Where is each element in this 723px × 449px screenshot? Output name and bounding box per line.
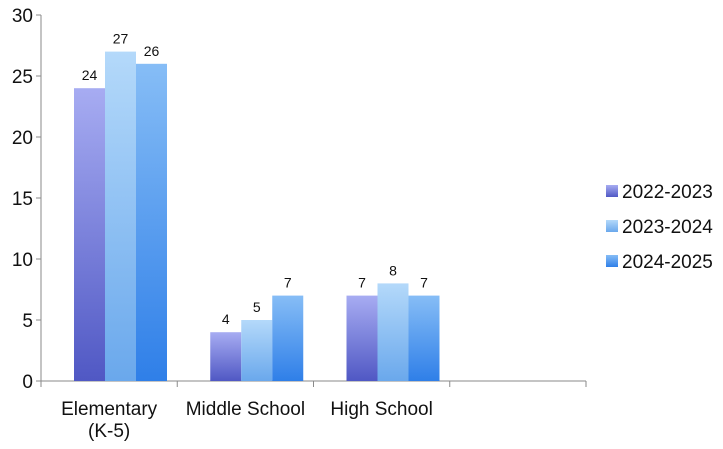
- bar-2024-2025-1: [272, 295, 304, 381]
- data-label: 7: [284, 275, 292, 291]
- bars: [74, 51, 440, 382]
- y-tick-label: 30: [12, 6, 33, 27]
- y-tick-label: 5: [22, 311, 33, 332]
- bar-2024-2025-2: [408, 295, 440, 381]
- x-tick-label: Elementary (K-5): [61, 399, 158, 442]
- y-tick-label: 25: [12, 67, 33, 88]
- bar-2023-2024-0: [105, 51, 136, 381]
- legend-label: 2022-2023: [622, 182, 713, 203]
- data-label: 26: [144, 43, 160, 59]
- data-label: 7: [358, 275, 366, 291]
- y-tick-label: 15: [12, 189, 33, 210]
- data-label: 27: [113, 31, 129, 47]
- legend-label: 2023-2024: [622, 217, 713, 238]
- data-label: 4: [222, 311, 230, 327]
- x-tick-label: High School: [330, 399, 432, 420]
- bar-2022-2023-1: [210, 332, 242, 381]
- x-tick-label: Middle School: [186, 399, 305, 420]
- legend-swatch: [606, 255, 618, 267]
- data-label: 24: [82, 67, 98, 83]
- bar-2022-2023-2: [346, 295, 378, 381]
- legend: 2022-2023 2023-2024 2024-2025: [606, 182, 713, 273]
- data-label: 5: [253, 299, 261, 315]
- bar-2024-2025-0: [136, 63, 167, 382]
- y-tick-label: 20: [12, 128, 33, 149]
- y-tick-label: 0: [22, 372, 33, 393]
- axes: 0 5 10 15 20 25 30 Elementary (K-5) Middle School…: [12, 6, 587, 442]
- data-label: 8: [389, 262, 397, 278]
- bar-2022-2023-0: [74, 88, 105, 381]
- bar-2023-2024-2: [377, 283, 409, 381]
- bar-2023-2024-1: [241, 320, 273, 381]
- legend-swatch: [606, 220, 618, 232]
- legend-swatch: [606, 185, 618, 197]
- y-tick-label: 10: [12, 250, 33, 271]
- legend-label: 2024-2025: [622, 252, 713, 273]
- data-labels: 24 4 7 27 5 8 26 7 7: [82, 31, 428, 328]
- data-label: 7: [420, 275, 428, 291]
